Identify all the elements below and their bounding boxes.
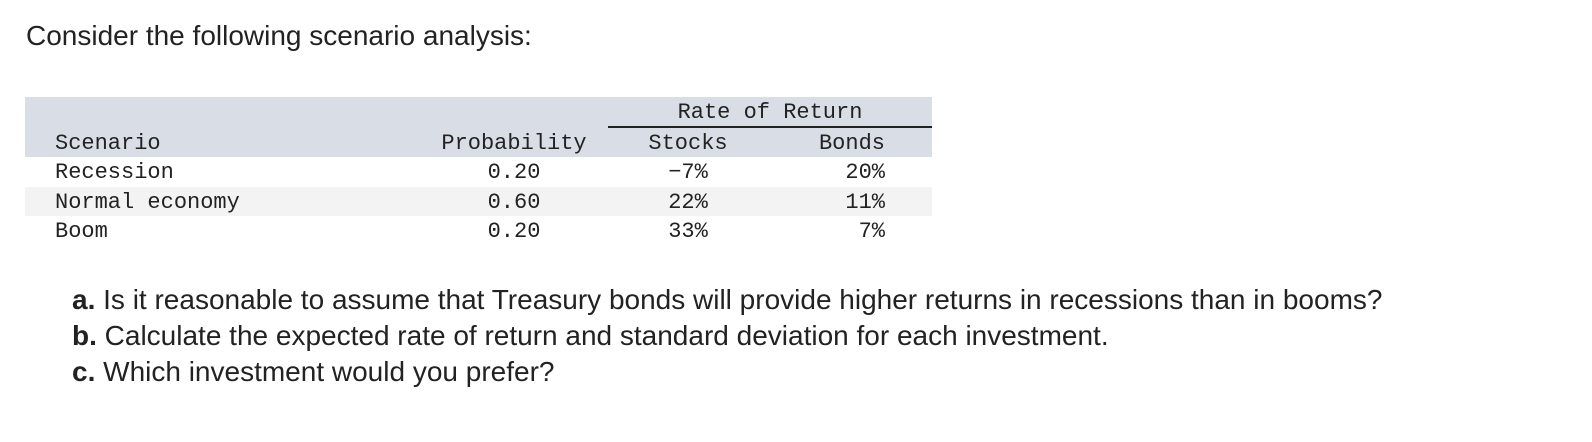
question-label: c. xyxy=(72,356,96,387)
table-cell: 7% xyxy=(858,219,885,244)
table-cell: Normal economy xyxy=(55,189,240,215)
question-label: a. xyxy=(72,284,96,315)
question: b. Calculate the expected rate of return… xyxy=(72,320,1109,352)
question-text: Is it reasonable to assume that Treasury… xyxy=(103,284,1383,315)
group-header: Rate of Return xyxy=(677,100,863,125)
table-cell: 33% xyxy=(668,219,708,244)
column-header: Bonds xyxy=(818,131,885,156)
column-header: Probability xyxy=(441,131,587,156)
table-cell: Recession xyxy=(55,160,174,185)
column-header: Stocks xyxy=(648,131,728,156)
row-stripe xyxy=(25,187,932,216)
question-label: b. xyxy=(72,320,97,351)
question-text: Which investment would you prefer? xyxy=(103,356,555,387)
table-cell: 0.20 xyxy=(487,219,541,244)
question: a. Is it reasonable to assume that Treas… xyxy=(72,284,1382,316)
intro: Consider the following scenario analysis… xyxy=(26,20,532,51)
table-cell: 22% xyxy=(668,189,708,215)
table-cell: 0.20 xyxy=(487,160,541,185)
table-cell: Boom xyxy=(55,219,108,244)
table-cell: 20% xyxy=(845,160,885,185)
question: c. Which investment would you prefer? xyxy=(72,356,554,388)
column-header: Scenario xyxy=(55,131,161,156)
question-text: Calculate the expected rate of return an… xyxy=(104,320,1109,351)
group-rule xyxy=(608,126,932,128)
table-cell: 0.60 xyxy=(487,189,541,215)
table-cell: 11% xyxy=(845,189,885,215)
table-cell: −7% xyxy=(668,160,708,185)
